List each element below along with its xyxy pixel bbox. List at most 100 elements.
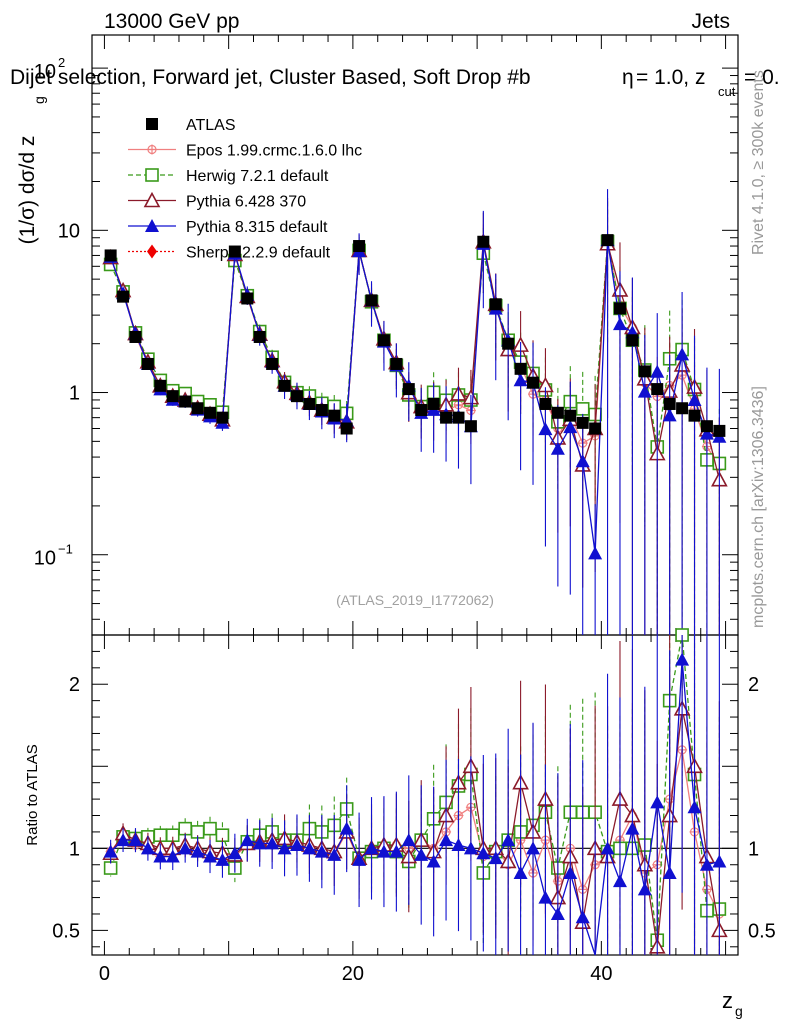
analysis-watermark: (ATLAS_2019_I1772062) xyxy=(336,592,494,608)
y-tick-label-100: 10 xyxy=(34,61,56,83)
legend-label: Pythia 8.315 default xyxy=(186,219,328,236)
ratio-point xyxy=(364,841,379,855)
ratio-y-tick-label-right: 0.5 xyxy=(748,920,776,942)
ratio-point xyxy=(302,841,317,855)
atlas-point xyxy=(353,240,366,253)
ratio-point xyxy=(401,833,416,847)
ratio-point xyxy=(637,882,652,896)
ratio-point xyxy=(190,844,205,858)
legend-entry: Sherpa 2.2.9 default xyxy=(128,244,331,262)
ratio-point xyxy=(451,838,466,852)
atlas-point xyxy=(290,390,303,403)
ratio-y-tick-label-right: 1 xyxy=(748,838,759,860)
ratio-point xyxy=(327,847,342,861)
atlas-point xyxy=(141,357,154,370)
atlas-point xyxy=(402,383,415,396)
ratio-point xyxy=(650,795,665,809)
atlas-point xyxy=(340,422,353,435)
ratio-point xyxy=(178,841,193,855)
y-tick-label-0p1: 10 xyxy=(34,548,56,570)
ratio-point xyxy=(563,865,578,879)
ratio-point xyxy=(265,836,280,850)
ratio-point xyxy=(339,821,354,835)
atlas-point xyxy=(166,390,179,403)
legend-marker xyxy=(145,219,159,232)
atlas-point xyxy=(551,406,564,419)
atlas-point xyxy=(502,337,515,350)
ratio-point xyxy=(140,841,155,855)
data-point xyxy=(575,402,590,416)
ratio-point xyxy=(153,849,168,863)
ratio-point xyxy=(439,833,454,847)
series-line-main xyxy=(606,243,720,468)
data-point xyxy=(575,454,590,468)
header-right: Jets xyxy=(691,10,730,33)
atlas-point xyxy=(489,298,502,311)
ratio-point xyxy=(712,854,727,868)
ratio-y-tick-label: 0.5 xyxy=(52,920,80,942)
legend-entry: Pythia 6.428 370 xyxy=(128,191,306,211)
ratio-point xyxy=(116,833,131,847)
atlas-point xyxy=(365,294,378,307)
x-tick-label: 40 xyxy=(590,963,612,985)
legend-label: ATLAS xyxy=(186,117,236,134)
atlas-point xyxy=(676,402,689,415)
atlas-point xyxy=(514,362,527,375)
ratio-y-tick-label: 2 xyxy=(69,674,80,696)
atlas-point xyxy=(278,379,291,392)
ratio-point xyxy=(687,800,702,814)
atlas-point xyxy=(191,402,204,415)
series-pythia-ratio xyxy=(103,635,727,956)
data-point xyxy=(563,420,578,434)
ratio-point xyxy=(600,841,615,855)
legend-marker xyxy=(146,118,158,130)
data-point xyxy=(538,422,553,436)
atlas-point xyxy=(477,235,490,248)
ratio-point xyxy=(289,838,304,852)
ratio-point xyxy=(513,865,528,879)
atlas-point xyxy=(266,357,279,370)
legend-entry: Pythia 8.315 default xyxy=(128,219,328,236)
y-axis-label: (1/σ) dσ/d z g xyxy=(16,96,47,244)
legend-marker xyxy=(147,244,157,259)
atlas-point xyxy=(129,330,142,343)
ratio-y-tick-label: 1 xyxy=(69,838,80,860)
ratio-y-axis-label: Ratio to ATLAS xyxy=(24,744,41,845)
data-point xyxy=(675,347,690,361)
data-point xyxy=(699,426,714,440)
atlas-point xyxy=(328,409,341,422)
data-point xyxy=(513,373,528,387)
ratio-point xyxy=(314,844,329,858)
ratio-point xyxy=(612,874,627,888)
ratio-point xyxy=(203,849,218,863)
ratio-point xyxy=(463,841,478,855)
atlas-point xyxy=(589,422,602,435)
ratio-point xyxy=(103,861,118,875)
title-tail: = 1.0, z xyxy=(636,66,705,89)
atlas-point xyxy=(228,245,241,258)
atlas-point xyxy=(663,397,676,410)
series-line-main xyxy=(606,240,720,438)
side-label-rivet: Rivet 4.1.0, ≥ 300k events xyxy=(750,70,767,255)
atlas-point xyxy=(179,395,192,408)
ratio-point xyxy=(625,821,640,835)
ratio-panel-frame xyxy=(91,634,739,956)
ratio-point xyxy=(128,833,143,847)
ratio-point xyxy=(662,865,677,879)
y-axis-label-text: (1/σ) dσ/d z xyxy=(16,136,39,245)
series-line-main xyxy=(606,243,720,480)
ratio-point xyxy=(426,854,441,868)
ratio-point xyxy=(352,852,367,866)
ratio-point xyxy=(550,906,565,920)
atlas-point xyxy=(688,409,701,422)
legend-marker xyxy=(145,168,159,182)
atlas-point xyxy=(576,416,589,429)
atlas-point xyxy=(315,404,328,417)
ratio-point xyxy=(501,833,516,847)
atlas-point xyxy=(415,404,428,417)
atlas-point xyxy=(713,424,726,437)
x-tick-label: 0 xyxy=(99,963,110,985)
ratio-point xyxy=(526,841,541,855)
